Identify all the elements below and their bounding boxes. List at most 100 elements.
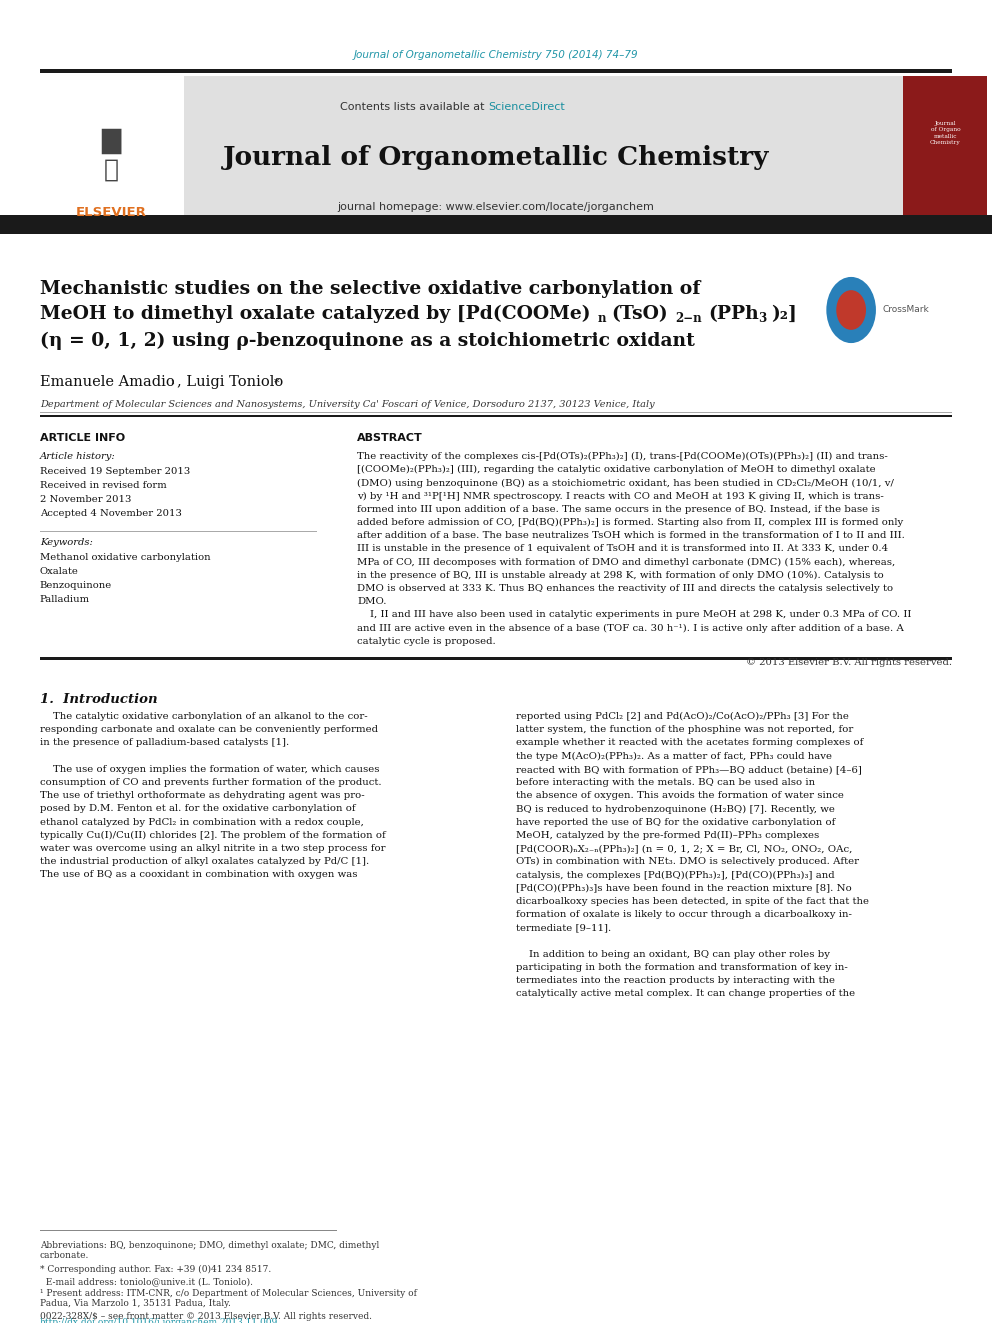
- Text: dicarboalkoxy species has been detected, in spite of the fact that the: dicarboalkoxy species has been detected,…: [516, 897, 869, 906]
- Text: latter system, the function of the phosphine was not reported, for: latter system, the function of the phosp…: [516, 725, 853, 734]
- Text: MeOH, catalyzed by the pre-formed Pd(II)–PPh₃ complexes: MeOH, catalyzed by the pre-formed Pd(II)…: [516, 831, 819, 840]
- Text: *: *: [274, 377, 280, 388]
- Text: 2 November 2013: 2 November 2013: [40, 495, 131, 504]
- Text: Journal
of Organo
metallic
Chemistry: Journal of Organo metallic Chemistry: [930, 122, 960, 144]
- Text: I, II and III have also been used in catalytic experiments in pure MeOH at 298 K: I, II and III have also been used in cat…: [357, 610, 912, 619]
- Text: n: n: [597, 312, 606, 324]
- Bar: [0, 216, 992, 234]
- Text: Emanuele Amadio: Emanuele Amadio: [40, 374, 175, 389]
- Text: and III are active even in the absence of a base (TOF ca. 30 h⁻¹). I is active o: and III are active even in the absence o…: [357, 623, 904, 632]
- Text: * Corresponding author. Fax: +39 (0)41 234 8517.: * Corresponding author. Fax: +39 (0)41 2…: [40, 1265, 271, 1274]
- Text: MeOH to dimethyl oxalate catalyzed by [Pd(COOMe): MeOH to dimethyl oxalate catalyzed by [P…: [40, 306, 590, 323]
- Text: Keywords:: Keywords:: [40, 538, 92, 546]
- Text: ¹: ¹: [171, 380, 175, 389]
- Text: [Pd(CO)(PPh₃)₃]s have been found in the reaction mixture [8]. No: [Pd(CO)(PPh₃)₃]s have been found in the …: [516, 884, 851, 893]
- Text: the type M(AcO)₂(PPh₃)₂. As a matter of fact, PPh₃ could have: the type M(AcO)₂(PPh₃)₂. As a matter of …: [516, 751, 832, 761]
- Text: )₂]: )₂]: [771, 306, 797, 323]
- Text: ¹ Present address: ITM-CNR, c/o Department of Molecular Sciences, University of
: ¹ Present address: ITM-CNR, c/o Departme…: [40, 1289, 417, 1308]
- Text: Benzoquinone: Benzoquinone: [40, 581, 112, 590]
- Text: 2−n: 2−n: [676, 312, 702, 324]
- Text: The use of oxygen implies the formation of water, which causes: The use of oxygen implies the formation …: [40, 765, 379, 774]
- Bar: [40, 414, 952, 417]
- Text: posed by D.M. Fenton et al. for the oxidative carbonylation of: posed by D.M. Fenton et al. for the oxid…: [40, 804, 355, 814]
- Text: Oxalate: Oxalate: [40, 568, 78, 576]
- Text: in the presence of palladium-based catalysts [1].: in the presence of palladium-based catal…: [40, 738, 289, 747]
- Text: Department of Molecular Sciences and Nanosystems, University Ca' Foscari of Veni: Department of Molecular Sciences and Nan…: [40, 400, 655, 409]
- Text: [(COOMe)₂(PPh₃)₂] (III), regarding the catalytic oxidative carbonylation of MeOH: [(COOMe)₂(PPh₃)₂] (III), regarding the c…: [357, 466, 876, 475]
- Text: termediates into the reaction products by interacting with the: termediates into the reaction products b…: [516, 976, 835, 986]
- Text: [Pd(COOR)ₙX₂₋ₙ(PPh₃)₂] (n = 0, 1, 2; X = Br, Cl, NO₂, ONO₂, OAc,: [Pd(COOR)ₙX₂₋ₙ(PPh₃)₂] (n = 0, 1, 2; X =…: [516, 844, 852, 853]
- Text: termediate [9–11].: termediate [9–11].: [516, 923, 611, 933]
- Bar: [40, 658, 952, 660]
- Text: Received 19 September 2013: Received 19 September 2013: [40, 467, 189, 476]
- Text: ELSEVIER: ELSEVIER: [75, 206, 147, 220]
- Text: 3: 3: [758, 312, 767, 324]
- Text: Journal of Organometallic Chemistry 750 (2014) 74–79: Journal of Organometallic Chemistry 750 …: [354, 50, 638, 60]
- Text: journal homepage: www.elsevier.com/locate/jorganchem: journal homepage: www.elsevier.com/locat…: [337, 202, 655, 212]
- Text: BQ is reduced to hydrobenzoquinone (H₂BQ) [7]. Recently, we: BQ is reduced to hydrobenzoquinone (H₂BQ…: [516, 804, 834, 814]
- Bar: [40, 75, 184, 232]
- Text: In addition to being an oxidant, BQ can play other roles by: In addition to being an oxidant, BQ can …: [516, 950, 830, 959]
- Text: Journal of Organometallic Chemistry: Journal of Organometallic Chemistry: [223, 144, 769, 169]
- Text: Accepted 4 November 2013: Accepted 4 November 2013: [40, 509, 182, 519]
- Text: v) by ¹H and ³¹P[¹H] NMR spectroscopy. I reacts with CO and MeOH at 193 K giving: v) by ¹H and ³¹P[¹H] NMR spectroscopy. I…: [357, 492, 884, 500]
- Text: ScienceDirect: ScienceDirect: [488, 102, 564, 112]
- Text: 0022-328X/$ – see front matter © 2013 Elsevier B.V. All rights reserved.: 0022-328X/$ – see front matter © 2013 El…: [40, 1312, 372, 1320]
- Text: © 2013 Elsevier B.V. All rights reserved.: © 2013 Elsevier B.V. All rights reserved…: [746, 658, 952, 667]
- Text: Palladium: Palladium: [40, 595, 90, 605]
- Text: formation of oxalate is likely to occur through a dicarboalkoxy in-: formation of oxalate is likely to occur …: [516, 910, 852, 919]
- Ellipse shape: [826, 277, 876, 343]
- Text: responding carbonate and oxalate can be conveniently performed: responding carbonate and oxalate can be …: [40, 725, 378, 734]
- Text: in the presence of BQ, III is unstable already at 298 K, with formation of only : in the presence of BQ, III is unstable a…: [357, 570, 884, 579]
- Text: The reactivity of the complexes cis-[Pd(OTs)₂(PPh₃)₂] (I), trans-[Pd(COOMe)(OTs): The reactivity of the complexes cis-[Pd(…: [357, 452, 888, 462]
- Text: (DMO) using benzoquinone (BQ) as a stoichiometric oxidant, has been studied in C: (DMO) using benzoquinone (BQ) as a stoic…: [357, 479, 894, 487]
- Text: Contents lists available at: Contents lists available at: [340, 102, 488, 112]
- Text: DMO is observed at 333 K. Thus BQ enhances the reactivity of III and directs the: DMO is observed at 333 K. Thus BQ enhanc…: [357, 583, 893, 593]
- Text: added before admission of CO, [Pd(BQ)(PPh₃)₂] is formed. Starting also from II, : added before admission of CO, [Pd(BQ)(PP…: [357, 519, 904, 527]
- Text: Methanol oxidative carbonylation: Methanol oxidative carbonylation: [40, 553, 210, 562]
- Text: ethanol catalyzed by PdCl₂ in combination with a redox couple,: ethanol catalyzed by PdCl₂ in combinatio…: [40, 818, 363, 827]
- Text: CrossMark: CrossMark: [883, 306, 930, 315]
- Text: █
🌲: █ 🌲: [101, 128, 121, 181]
- Text: have reported the use of BQ for the oxidative carbonylation of: have reported the use of BQ for the oxid…: [516, 818, 835, 827]
- Text: III is unstable in the presence of 1 equivalent of TsOH and it is transformed in: III is unstable in the presence of 1 equ…: [357, 544, 888, 553]
- Text: formed into III upon addition of a base. The same occurs in the presence of BQ. : formed into III upon addition of a base.…: [357, 505, 880, 513]
- Text: the absence of oxygen. This avoids the formation of water since: the absence of oxygen. This avoids the f…: [516, 791, 844, 800]
- Text: catalytic cycle is proposed.: catalytic cycle is proposed.: [357, 636, 496, 646]
- Text: The catalytic oxidative carbonylation of an alkanol to the cor-: The catalytic oxidative carbonylation of…: [40, 712, 367, 721]
- Text: Abbreviations: BQ, benzoquinone; DMO, dimethyl oxalate; DMC, dimethyl
carbonate.: Abbreviations: BQ, benzoquinone; DMO, di…: [40, 1241, 379, 1259]
- Text: typically Cu(I)/Cu(II) chlorides [2]. The problem of the formation of: typically Cu(I)/Cu(II) chlorides [2]. Th…: [40, 831, 386, 840]
- Text: , Luigi Toniolo: , Luigi Toniolo: [177, 374, 283, 389]
- Bar: [40, 75, 903, 232]
- Bar: [40, 69, 952, 73]
- Text: Received in revised form: Received in revised form: [40, 482, 167, 490]
- Text: The use of triethyl orthoformate as dehydrating agent was pro-: The use of triethyl orthoformate as dehy…: [40, 791, 364, 800]
- Text: catalytically active metal complex. It can change properties of the: catalytically active metal complex. It c…: [516, 990, 855, 998]
- Text: (TsO): (TsO): [612, 306, 669, 323]
- Text: reported using PdCl₂ [2] and Pd(AcO)₂/Co(AcO)₂/PPh₃ [3] For the: reported using PdCl₂ [2] and Pd(AcO)₂/Co…: [516, 712, 849, 721]
- Text: (PPh: (PPh: [708, 306, 759, 323]
- Text: Mechanistic studies on the selective oxidative carbonylation of: Mechanistic studies on the selective oxi…: [40, 280, 700, 298]
- Text: participating in both the formation and transformation of key in-: participating in both the formation and …: [516, 963, 847, 972]
- Text: http://dx.doi.org/10.1016/j.jorganchem.2013.11.009: http://dx.doi.org/10.1016/j.jorganchem.2…: [40, 1318, 278, 1323]
- Ellipse shape: [836, 290, 866, 329]
- Text: E-mail address: toniolo@unive.it (L. Toniolo).: E-mail address: toniolo@unive.it (L. Ton…: [40, 1277, 253, 1286]
- Text: Article history:: Article history:: [40, 452, 115, 460]
- Text: 1.  Introduction: 1. Introduction: [40, 693, 158, 706]
- Text: example whether it reacted with the acetates forming complexes of: example whether it reacted with the acet…: [516, 738, 863, 747]
- Bar: [903, 75, 987, 232]
- Text: (η = 0, 1, 2) using ρ-benzoquinone as a stoichiometric oxidant: (η = 0, 1, 2) using ρ-benzoquinone as a …: [40, 332, 694, 351]
- Text: the industrial production of alkyl oxalates catalyzed by Pd/C [1].: the industrial production of alkyl oxala…: [40, 857, 369, 867]
- Text: ARTICLE INFO: ARTICLE INFO: [40, 433, 125, 443]
- Text: ABSTRACT: ABSTRACT: [357, 433, 423, 443]
- Text: catalysis, the complexes [Pd(BQ)(PPh₃)₂], [Pd(CO)(PPh₃)₃] and: catalysis, the complexes [Pd(BQ)(PPh₃)₂]…: [516, 871, 834, 880]
- Text: MPa of CO, III decomposes with formation of DMO and dimethyl carbonate (DMC) (15: MPa of CO, III decomposes with formation…: [357, 557, 896, 566]
- Text: before interacting with the metals. BQ can be used also in: before interacting with the metals. BQ c…: [516, 778, 815, 787]
- Text: water was overcome using an alkyl nitrite in a two step process for: water was overcome using an alkyl nitrit…: [40, 844, 385, 853]
- Text: consumption of CO and prevents further formation of the product.: consumption of CO and prevents further f…: [40, 778, 381, 787]
- Text: DMO.: DMO.: [357, 597, 387, 606]
- Text: after addition of a base. The base neutralizes TsOH which is formed in the trans: after addition of a base. The base neutr…: [357, 532, 905, 540]
- Text: The use of BQ as a cooxidant in combination with oxygen was: The use of BQ as a cooxidant in combinat…: [40, 871, 357, 880]
- Text: OTs) in combination with NEt₃. DMO is selectively produced. After: OTs) in combination with NEt₃. DMO is se…: [516, 857, 859, 867]
- Text: reacted with BQ with formation of PPh₃—BQ adduct (betaine) [4–6]: reacted with BQ with formation of PPh₃—B…: [516, 765, 862, 774]
